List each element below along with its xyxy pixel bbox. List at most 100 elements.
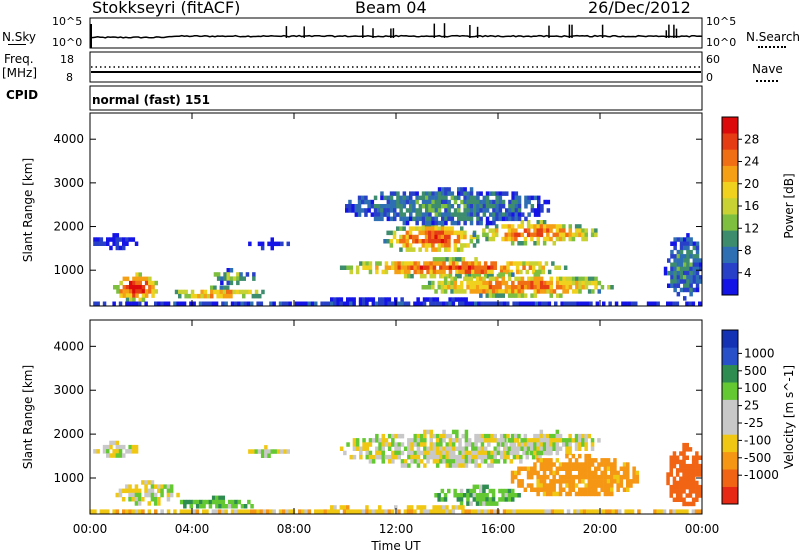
range-gate-cell [428,220,432,226]
range-gate-cell [342,301,347,306]
range-gate-cell [552,442,556,447]
range-gate-cell [474,433,478,439]
range-gate-cell [381,509,385,514]
range-gate-cell [546,466,550,471]
range-gate-cell [141,480,145,485]
range-gate-cell [504,289,509,294]
range-gate-cell [469,501,473,506]
range-gate-cell [129,280,133,286]
range-gate-cell [635,474,640,480]
time-axis: 00:00 04:00 08:00 12:00 16:00 20:00 00:00 [73,113,719,536]
range-gate-cell [461,509,465,514]
range-gate-cell [682,497,686,502]
range-gate-cell [485,191,490,196]
ytick-label: 1000 [53,471,84,485]
range-gate-cell [539,429,544,435]
range-gate-cell [508,212,512,217]
range-gate-cell [526,470,531,476]
range-gate-cell [507,497,512,502]
range-gate-cell [685,509,689,514]
range-gate-cell [151,285,155,290]
range-gate-cell [375,261,379,266]
range-gate-cell [444,195,448,201]
range-gate-cell [243,301,248,306]
range-gate-cell [469,289,473,294]
range-gate-cell [565,483,569,488]
range-gate-cell [688,472,693,477]
range-gate-cell [542,458,547,463]
range-gate-cell [163,484,167,489]
range-gate-cell [405,234,410,240]
range-gate-cell [237,499,241,505]
range-gate-cell [141,285,146,290]
range-gate-cell [542,228,547,233]
range-gate-cell [365,509,369,514]
range-gate-cell [460,234,464,240]
range-gate-cell [495,212,499,217]
range-gate-cell [480,442,485,447]
range-gate-cell [354,204,359,209]
range-gate-cell [695,270,700,276]
range-gate-cell [222,289,227,295]
range-gate-cell [428,239,432,244]
range-gate-cell [272,509,276,514]
range-gate-cell [194,293,198,299]
range-gate-cell [606,466,611,471]
range-gate-cell [581,438,585,443]
range-gate-cell [378,450,382,456]
range-gate-cell [626,487,630,492]
range-gate-cell [400,261,405,266]
range-gate-cell [603,466,608,471]
range-gate-cell [260,241,265,247]
range-gate-cell [415,216,419,222]
range-gate-cell [673,258,677,263]
range-gate-cell [428,226,432,231]
range-gate-cell [458,454,462,460]
range-gate-cell [418,239,422,244]
range-gate-cell [393,212,397,217]
range-gate-cell [610,462,614,467]
range-gate-cell [542,487,547,492]
range-gate-cell [109,245,113,251]
range-gate-cell [670,266,674,272]
range-gate-cell [498,208,503,213]
range-gate-cell [451,446,456,451]
range-gate-cell [549,462,553,467]
range-gate-cell [202,301,206,306]
range-gate-cell [373,216,378,222]
range-gate-cell [403,463,408,468]
range-gate-cell [128,509,132,514]
range-gate-cell [429,297,433,302]
range-gate-cell [480,454,485,460]
range-gate-cell [571,276,576,282]
range-gate-cell [397,433,401,439]
range-gate-cell [675,455,680,460]
range-gate-cell [407,454,411,460]
range-gate-cell [435,257,440,262]
range-gate-cell [198,301,203,306]
range-gate-cell [423,429,427,435]
range-gate-cell [282,301,286,306]
range-gate-cell [384,261,389,266]
range-gate-cell [215,504,219,509]
range-gate-cell [695,258,700,263]
range-gate-cell [501,224,505,229]
ytick-label: 2000 [53,220,84,234]
range-gate-cell [415,239,419,244]
range-gate-cell [562,228,566,233]
range-gate-cell [423,438,427,443]
range-gate-cell [450,220,455,226]
range-gate-cell [508,204,512,209]
range-gate-cell [682,459,686,465]
range-gate-cell [493,509,497,514]
range-gate-cell [419,438,424,443]
range-gate-cell [574,442,579,447]
range-gate-cell [413,269,417,275]
range-gate-cell [622,462,627,467]
range-gate-cell [112,241,116,246]
range-gate-cell [672,484,677,490]
range-gate-cell [394,454,398,460]
range-gate-cell [99,241,104,246]
range-gate-cell [157,484,161,489]
range-gate-cell [453,220,458,226]
